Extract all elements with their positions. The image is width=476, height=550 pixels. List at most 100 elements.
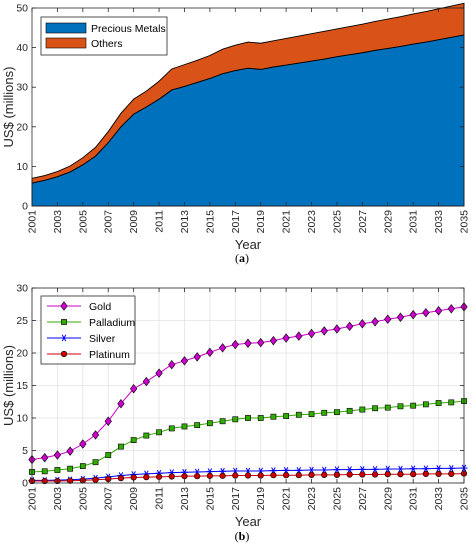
palladium-point bbox=[54, 467, 61, 473]
y-tick-label: 0 bbox=[22, 478, 28, 490]
platinum-point bbox=[397, 471, 404, 478]
gold-point bbox=[396, 312, 405, 322]
platinum-point bbox=[321, 471, 328, 478]
palladium-point bbox=[422, 401, 429, 408]
x-tick-label: 2009 bbox=[128, 487, 140, 511]
platinum-point bbox=[410, 471, 417, 478]
x-tick-label: 2003 bbox=[52, 487, 64, 511]
star-stroke bbox=[436, 465, 441, 472]
platinum-point bbox=[244, 472, 252, 479]
x-tick-label: 2017 bbox=[230, 210, 242, 234]
platinum-point bbox=[155, 473, 163, 480]
y-tick-label: 20 bbox=[16, 348, 28, 360]
x-tick-label: 2019 bbox=[255, 210, 267, 234]
palladium-point bbox=[156, 429, 162, 436]
palladium-point bbox=[448, 399, 455, 406]
y-axis-label: US$ (millions) bbox=[1, 345, 16, 426]
x-tick-label: 2025 bbox=[331, 487, 343, 511]
x-tick-label: 2011 bbox=[154, 210, 166, 233]
x-tick-label: 2031 bbox=[408, 210, 420, 234]
silver-point bbox=[396, 465, 405, 473]
star-stroke bbox=[61, 334, 67, 342]
x-tick-label: 2021 bbox=[281, 487, 293, 511]
silver-point bbox=[358, 465, 366, 473]
x-tick-label: 2007 bbox=[103, 487, 115, 511]
platinum-point bbox=[346, 471, 353, 478]
gold-point bbox=[180, 356, 189, 366]
x-tick-label: 2007 bbox=[103, 210, 115, 234]
gold-point bbox=[282, 333, 290, 343]
x-tick-label: 2013 bbox=[179, 487, 191, 511]
y-tick-label: 50 bbox=[16, 3, 28, 15]
platinum-point bbox=[219, 472, 226, 479]
plot-frame bbox=[31, 7, 465, 207]
x-tick-label: 2001 bbox=[27, 487, 39, 511]
x-tick-label: 2015 bbox=[204, 210, 216, 234]
palladium-point bbox=[334, 409, 340, 416]
platinum-point bbox=[359, 471, 366, 478]
legend-label: Platinum bbox=[89, 349, 130, 361]
x-tick-label: 2031 bbox=[408, 487, 420, 511]
palladium-point bbox=[118, 443, 124, 450]
silver-point bbox=[371, 465, 379, 473]
series-gold bbox=[28, 302, 468, 465]
legend-label: Gold bbox=[89, 301, 111, 313]
palladium-point bbox=[295, 411, 302, 418]
legend: Precious Metals Others bbox=[40, 16, 168, 56]
palladium-point bbox=[206, 420, 213, 427]
gold-point bbox=[41, 452, 49, 463]
x-tick-label: 2017 bbox=[230, 487, 242, 511]
legend-label: Silver bbox=[89, 333, 116, 345]
y-tick-label: 40 bbox=[16, 42, 28, 54]
x-tick-label: 2033 bbox=[433, 210, 445, 234]
silver-point bbox=[409, 465, 417, 473]
y-tick-label: 0 bbox=[22, 201, 28, 213]
gold-point bbox=[358, 319, 367, 329]
gold-point bbox=[434, 306, 443, 316]
palladium-point bbox=[435, 400, 442, 406]
star-stroke bbox=[423, 465, 429, 473]
star-stroke bbox=[410, 465, 416, 473]
x-tick-label: 2023 bbox=[306, 210, 318, 234]
x-tick-label: 2027 bbox=[357, 487, 369, 511]
y-tick-label: 30 bbox=[16, 82, 28, 94]
x-tick-label: 2029 bbox=[382, 487, 394, 511]
gold-point bbox=[206, 347, 214, 358]
star-stroke bbox=[360, 465, 365, 473]
panel-caption: (a) bbox=[235, 251, 249, 265]
palladium-point bbox=[181, 423, 188, 430]
x-tick-label: 2025 bbox=[331, 210, 343, 234]
gold-point bbox=[269, 335, 278, 346]
star-stroke bbox=[372, 465, 378, 473]
palladium-point bbox=[130, 437, 137, 443]
palladium-point bbox=[321, 409, 328, 416]
gold-point bbox=[231, 339, 239, 350]
platinum-point bbox=[308, 471, 315, 478]
star-stroke bbox=[449, 465, 454, 472]
gold-point bbox=[91, 430, 100, 440]
x-tick-label: 2011 bbox=[154, 487, 166, 510]
platinum-point bbox=[194, 473, 201, 480]
palladium-point bbox=[384, 404, 391, 411]
palladium-point bbox=[232, 416, 239, 423]
x-tick-label: 2009 bbox=[128, 210, 140, 234]
y-tick-label: 30 bbox=[16, 283, 28, 295]
silver-point bbox=[333, 466, 341, 474]
gold-point bbox=[53, 450, 62, 460]
gold-point bbox=[193, 352, 201, 362]
y-tick-label: 25 bbox=[16, 315, 28, 327]
x-tick-label: 2033 bbox=[433, 487, 445, 511]
platinum-point bbox=[448, 470, 455, 478]
gold-point bbox=[257, 337, 265, 348]
palladium-point bbox=[410, 402, 417, 409]
gold-point bbox=[371, 317, 379, 327]
platinum-point bbox=[333, 471, 341, 478]
palladium-point bbox=[308, 411, 315, 417]
gold-point bbox=[218, 343, 227, 353]
legend-label: Precious Metals bbox=[91, 23, 166, 35]
gold-point bbox=[104, 416, 112, 426]
x-tick-label: 2019 bbox=[255, 487, 267, 511]
x-tick-label: 2029 bbox=[382, 210, 394, 234]
chart-panel-a: 0 10 20 30 40 50 2001 2003 2005 2007 2009 2011 2013 2… bbox=[1, 3, 471, 266]
